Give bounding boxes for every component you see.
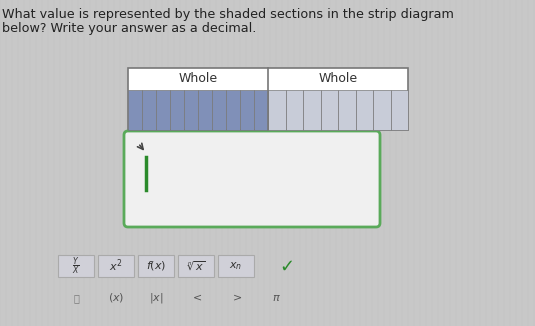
Bar	[98, 255, 134, 277]
Text: Whole: Whole	[318, 72, 357, 85]
Text: $>$: $>$	[230, 293, 242, 303]
Bar	[184, 90, 198, 130]
Text: $x_n$: $x_n$	[230, 260, 243, 272]
Bar	[254, 90, 268, 130]
Bar	[303, 90, 320, 130]
Text: 🗑: 🗑	[73, 293, 79, 303]
Text: $x^2$: $x^2$	[109, 258, 123, 274]
Bar	[218, 255, 254, 277]
Bar	[128, 90, 142, 130]
Bar	[391, 90, 408, 130]
Bar	[198, 90, 212, 130]
Bar	[355, 90, 373, 130]
Bar	[268, 90, 286, 130]
FancyBboxPatch shape	[124, 131, 380, 227]
Bar	[142, 90, 156, 130]
Text: $\pi$: $\pi$	[272, 293, 280, 303]
Bar	[170, 90, 184, 130]
Text: What value is represented by the shaded sections in the strip diagram: What value is represented by the shaded …	[2, 8, 454, 21]
Bar	[58, 255, 94, 277]
Bar	[320, 90, 338, 130]
Bar	[240, 90, 254, 130]
Text: $<$: $<$	[190, 293, 202, 303]
Text: Whole: Whole	[179, 72, 218, 85]
Bar	[178, 255, 214, 277]
Text: $|x|$: $|x|$	[149, 291, 163, 305]
Bar	[286, 90, 303, 130]
Text: $f(x)$: $f(x)$	[146, 259, 166, 273]
Bar	[128, 68, 408, 130]
Bar	[373, 90, 391, 130]
Bar	[212, 90, 226, 130]
Bar	[156, 90, 170, 130]
Text: below? Write your answer as a decimal.: below? Write your answer as a decimal.	[2, 22, 256, 35]
Bar	[138, 255, 174, 277]
Text: $\frac{Y}{X}$: $\frac{Y}{X}$	[72, 255, 80, 277]
Text: $(x)$: $(x)$	[108, 291, 124, 304]
Bar	[226, 90, 240, 130]
Bar	[338, 90, 355, 130]
Text: $\checkmark$: $\checkmark$	[279, 257, 293, 275]
Text: $\sqrt[n]{x}$: $\sqrt[n]{x}$	[187, 259, 205, 273]
